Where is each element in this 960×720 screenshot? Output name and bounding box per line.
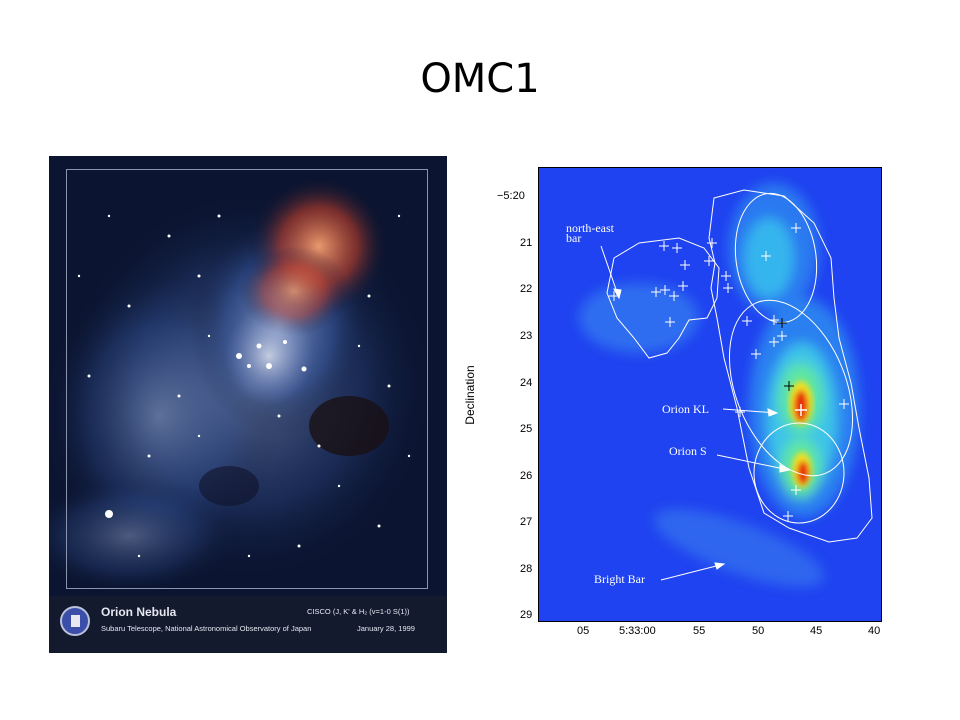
orion-nebula-photo: Orion Nebula Subaru Telescope, National …: [49, 156, 447, 653]
ytick-5: 25: [520, 423, 533, 435]
map-image: [539, 168, 881, 621]
ytick-4: 24: [520, 377, 533, 389]
observatory-seal: [60, 606, 90, 636]
h2-emission-map: north-east bar Orion KL Orion S Bright B…: [538, 167, 882, 622]
xtick-2: 55: [693, 625, 706, 637]
photo-date: January 28, 1999: [357, 624, 415, 633]
ytick-9: 29: [520, 609, 533, 621]
label-north-east: north-east: [566, 221, 614, 235]
ne-bar-contour: [606, 237, 720, 359]
label-bright-bar: Bright Bar: [594, 572, 645, 586]
xtick-3: 50: [752, 625, 765, 637]
label-orion-kl: Orion KL: [662, 402, 709, 416]
ytick-2: 22: [520, 283, 533, 295]
caption-band: [49, 596, 447, 653]
nebula-image: [49, 156, 447, 596]
xtick-4: 45: [810, 625, 823, 637]
photo-instrument: CISCO (J, K' & H₂ (v=1-0 S(1)): [307, 607, 410, 616]
outer-contour: [708, 189, 873, 543]
xtick-1: 5:33:00: [619, 625, 656, 637]
ytick-1: 21: [520, 237, 533, 249]
photo-frame: [66, 169, 428, 589]
xtick-5: 40: [868, 625, 881, 637]
slide-title: OMC1: [420, 56, 540, 102]
photo-title: Orion Nebula: [101, 605, 177, 619]
label-bar: bar: [566, 231, 582, 245]
photo-credit: Subaru Telescope, National Astronomical …: [101, 624, 312, 633]
xtick-0: 05: [577, 625, 590, 637]
ytick-7: 27: [520, 516, 533, 528]
ytick-8: 28: [520, 563, 533, 575]
ytick-0: −5:20: [497, 190, 525, 202]
ytick-3: 23: [520, 330, 533, 342]
y-axis-label: Declination: [463, 365, 477, 425]
ytick-6: 26: [520, 470, 533, 482]
label-orion-s: Orion S: [669, 444, 707, 458]
